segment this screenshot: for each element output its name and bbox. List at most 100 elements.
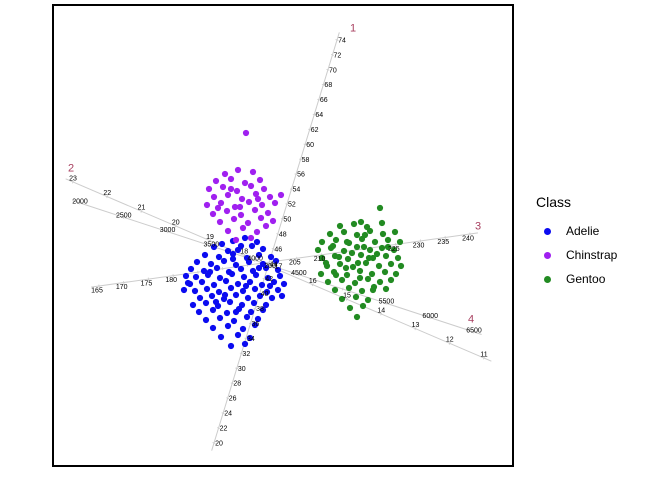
series-gentoo xyxy=(314,204,405,321)
data-point xyxy=(252,271,260,279)
data-point xyxy=(348,249,356,257)
axis-2-tick xyxy=(311,283,314,287)
data-point xyxy=(217,199,225,207)
axis-1-tick-label: 32 xyxy=(242,351,250,358)
legend-title: Class xyxy=(536,194,572,210)
data-point xyxy=(382,252,390,260)
axis-1-tick xyxy=(244,337,248,340)
data-point xyxy=(357,218,365,226)
axis-4-tick-label: 3000 xyxy=(160,227,176,234)
legend-item-adelie: Adelie xyxy=(536,219,617,243)
axis-4-tick xyxy=(79,201,81,205)
data-point xyxy=(200,267,208,275)
axis-2-tick-label: 12 xyxy=(446,337,454,344)
axis-1 xyxy=(211,32,340,451)
data-point xyxy=(360,243,368,251)
data-point xyxy=(191,287,199,295)
data-point xyxy=(239,325,247,333)
data-point xyxy=(234,166,242,174)
data-point xyxy=(239,287,247,295)
legend-dot-chinstrap xyxy=(544,251,551,259)
axis-1-tick xyxy=(285,203,289,206)
axis-1-tick xyxy=(289,188,293,191)
data-point xyxy=(264,274,272,282)
axis-1-tick-label: 66 xyxy=(320,97,328,104)
plot-panel xyxy=(52,4,514,467)
data-point xyxy=(245,258,253,266)
data-point xyxy=(266,282,274,290)
axis-2-tick-label: 15 xyxy=(343,293,351,300)
axis-2-tick-label: 22 xyxy=(103,190,111,197)
data-point xyxy=(252,190,260,198)
data-point xyxy=(193,258,201,266)
data-point xyxy=(335,253,343,261)
axis-1-tick xyxy=(226,397,230,400)
data-point xyxy=(384,236,392,244)
data-point xyxy=(244,294,252,302)
axis-1-tick xyxy=(239,352,243,355)
data-point xyxy=(245,198,253,206)
axis-4-tick-label: 6000 xyxy=(422,313,438,320)
axis-1-tick xyxy=(248,322,252,325)
data-point xyxy=(379,230,387,238)
axis-1-tick xyxy=(262,277,266,280)
axis-2-tick xyxy=(140,209,143,213)
data-point xyxy=(342,264,350,272)
data-point xyxy=(217,333,225,341)
data-point xyxy=(251,321,259,329)
axis-2-tick-label: 16 xyxy=(309,278,317,285)
data-point xyxy=(276,272,284,280)
axis-2-tick-label: 13 xyxy=(412,322,420,329)
data-point xyxy=(233,187,241,195)
data-point xyxy=(264,209,272,217)
legend-dot-gentoo xyxy=(544,275,551,283)
axis-2-tick xyxy=(380,312,383,316)
legend: Class Adelie Chinstrap Gentoo xyxy=(536,194,617,291)
data-point xyxy=(218,240,226,248)
data-point xyxy=(258,281,266,289)
data-point xyxy=(259,306,267,314)
axis-1-tick xyxy=(317,98,321,101)
data-point xyxy=(392,270,400,278)
axis-1-tick xyxy=(235,367,239,370)
data-point xyxy=(237,211,245,219)
data-point xyxy=(255,264,263,272)
series-chinstrap xyxy=(203,129,285,244)
data-point xyxy=(223,309,231,317)
axis-1-tick-label: 48 xyxy=(279,231,287,238)
axis-4-end-label: 4 xyxy=(468,314,474,326)
data-point xyxy=(373,250,381,258)
axis-2-tick-label: 18 xyxy=(240,249,248,256)
data-point xyxy=(259,245,267,253)
data-point xyxy=(246,278,254,286)
data-point xyxy=(332,271,340,279)
axis-3-tick-label: 210 xyxy=(314,256,326,263)
data-point xyxy=(241,234,249,242)
data-point xyxy=(368,270,376,278)
data-point xyxy=(277,191,285,199)
data-point xyxy=(215,288,223,296)
axis-3-tick-label: 165 xyxy=(91,287,103,294)
data-point xyxy=(205,185,213,193)
axis-2-tick-label: 20 xyxy=(172,219,180,226)
axis-1-tick-label: 28 xyxy=(233,381,241,388)
data-point xyxy=(332,236,340,244)
data-point xyxy=(237,242,245,250)
axis-4-tick-label: 5500 xyxy=(379,299,395,306)
axis-4-tick xyxy=(341,287,344,291)
data-point xyxy=(250,299,258,307)
data-point xyxy=(223,207,231,215)
axis-4-tick xyxy=(254,258,256,262)
data-point xyxy=(240,273,248,281)
data-point xyxy=(210,281,218,289)
data-point xyxy=(340,228,348,236)
data-point xyxy=(220,257,228,265)
data-point xyxy=(317,270,325,278)
axis-1-tick xyxy=(299,158,303,161)
axis-3-end-label: 3 xyxy=(475,221,481,233)
axis-1-tick xyxy=(221,412,225,414)
data-point xyxy=(353,313,361,321)
data-point xyxy=(376,278,384,286)
axis-1-tick xyxy=(335,39,339,41)
